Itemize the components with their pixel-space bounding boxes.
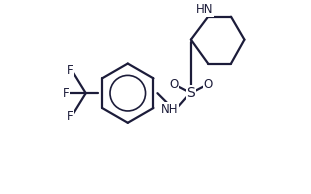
Text: NH: NH [161, 103, 179, 116]
Text: F: F [63, 87, 70, 100]
Text: O: O [203, 78, 213, 91]
Text: O: O [169, 78, 178, 91]
Text: S: S [187, 86, 195, 100]
Text: F: F [67, 110, 74, 123]
Text: F: F [67, 64, 74, 77]
Text: HN: HN [196, 3, 213, 16]
